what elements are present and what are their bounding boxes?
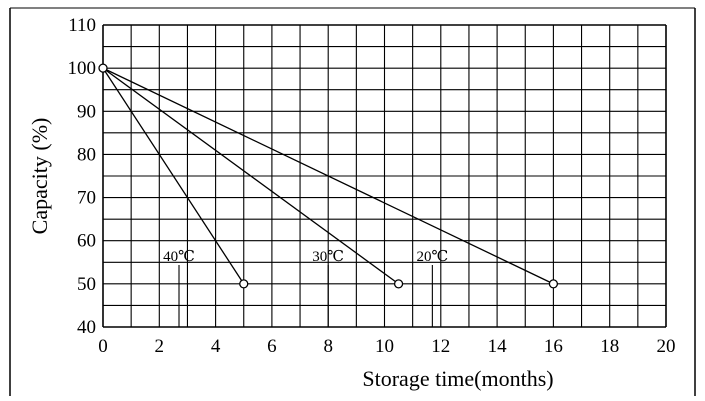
x-axis-title: Storage time(months): [362, 366, 553, 391]
series-label: 40℃: [163, 249, 195, 265]
y-tick-label: 80: [77, 144, 96, 165]
series-line: [102, 67, 245, 285]
series-label: 20℃: [416, 249, 448, 265]
y-tick-label: 60: [77, 231, 96, 252]
x-tick-label: 0: [98, 336, 108, 357]
y-tick-label: 70: [77, 188, 96, 209]
series-line: [102, 67, 399, 285]
x-tick-label: 18: [600, 336, 619, 357]
series-end-marker: [393, 279, 404, 289]
series-start-marker: [98, 63, 108, 73]
x-tick-label: 12: [431, 336, 450, 357]
series-end-marker: [239, 279, 249, 289]
x-tick-label: 6: [267, 336, 277, 357]
y-tick-label: 50: [77, 274, 96, 295]
y-axis-title: Capacity (%): [27, 118, 52, 235]
y-tick-label: 90: [77, 101, 96, 122]
x-tick-label: 14: [488, 336, 508, 357]
x-tick-label: 10: [375, 336, 394, 357]
x-tick-label: 4: [211, 336, 221, 357]
y-tick-label: 110: [68, 15, 96, 36]
x-tick-label: 16: [544, 336, 563, 357]
series-end-marker: [548, 279, 559, 289]
series-line: [102, 67, 554, 285]
y-tick-label: 100: [68, 58, 97, 79]
y-tick-label: 40: [77, 317, 96, 338]
x-tick-label: 8: [323, 336, 333, 357]
series-label: 30℃: [312, 249, 344, 265]
x-tick-label: 20: [657, 336, 676, 357]
x-tick-label: 2: [155, 336, 165, 357]
